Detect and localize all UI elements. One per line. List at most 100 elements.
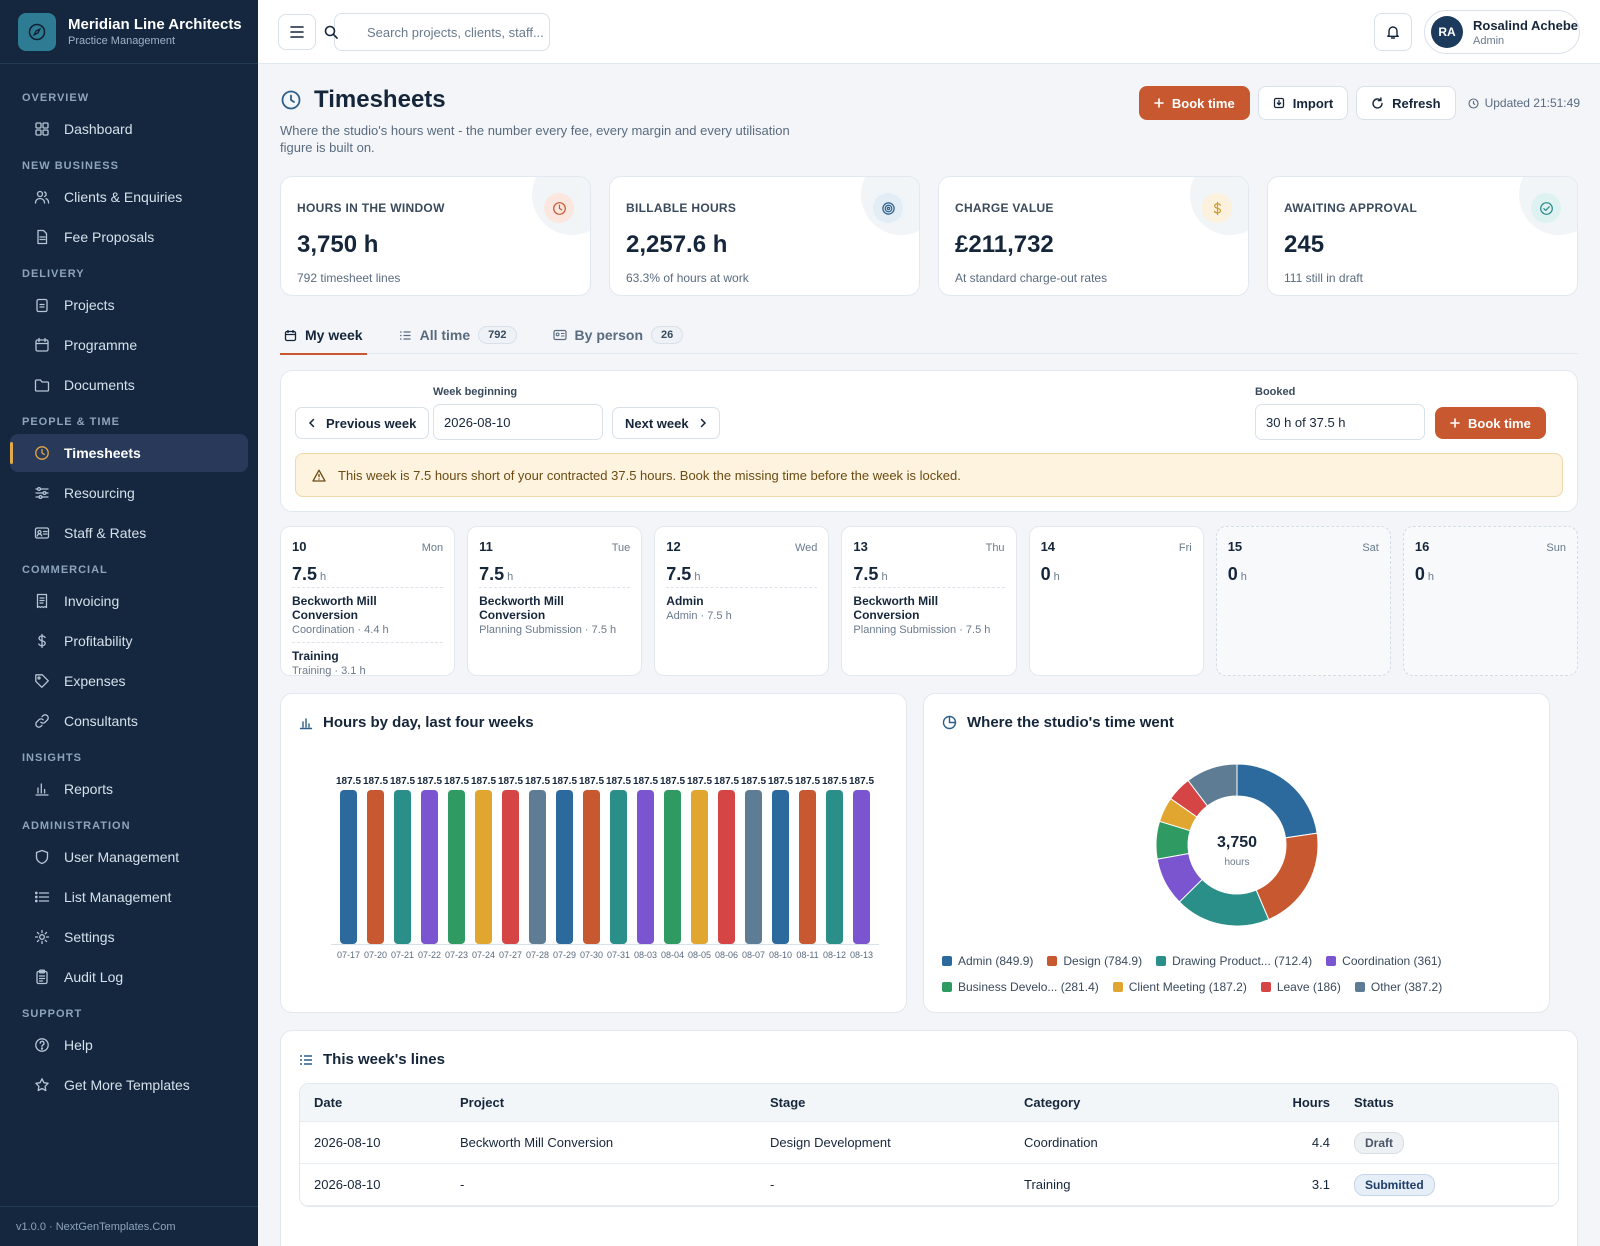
- legend-label: Admin (849.9): [958, 954, 1034, 968]
- bar: [475, 790, 492, 944]
- notifications-button[interactable]: [1374, 13, 1412, 51]
- folder-icon: [34, 377, 64, 393]
- table-row[interactable]: 2026-08-10 - - Training 3.1 Submitted: [300, 1164, 1558, 1206]
- sidebar-item-clients-enquiries[interactable]: Clients & Enquiries: [10, 178, 248, 216]
- cell-hours: 4.4: [1311, 1135, 1330, 1150]
- nav-section-heading: NEW BUSINESS: [22, 160, 119, 172]
- day-card[interactable]: 14 Fri 0 h: [1028, 526, 1204, 676]
- day-card[interactable]: 13 Thu 7.5 h Beckworth Mill Conversion Planni…: [841, 526, 1017, 676]
- hour-unit: h: [1240, 571, 1247, 583]
- column-header[interactable]: Hours: [1292, 1095, 1330, 1110]
- bar-value-label: 187.5: [525, 776, 550, 787]
- refresh-button[interactable]: Refresh: [1356, 86, 1456, 120]
- bar: [799, 790, 816, 944]
- time-entry[interactable]: Training Training · 3.1 h: [292, 643, 443, 683]
- sidebar-item-timesheets[interactable]: Timesheets: [10, 434, 248, 472]
- entry-title: Beckworth Mill Conversion: [479, 594, 564, 622]
- day-card[interactable]: 11 Tue 7.5 h Beckworth Mill Conversion Planni…: [467, 526, 643, 676]
- donut-slice: [1255, 832, 1319, 921]
- sidebar-item-expenses[interactable]: Expenses: [10, 662, 248, 700]
- search-bar: [324, 13, 550, 51]
- book-time-button[interactable]: Book time: [1138, 86, 1250, 120]
- bar-value-label: 187.5: [579, 776, 604, 787]
- legend-item: Client Meeting (187.2): [1112, 980, 1247, 994]
- day-header: 11 Tue: [479, 539, 630, 554]
- sidebar-item-programme[interactable]: Programme: [10, 326, 248, 364]
- sidebar-item-invoicing[interactable]: Invoicing: [10, 582, 248, 620]
- column-header[interactable]: Date: [314, 1095, 343, 1110]
- tab-all-time[interactable]: All time 792: [395, 316, 521, 354]
- sidebar-item-label: Staff & Rates: [64, 525, 147, 541]
- bar: [637, 790, 654, 944]
- stat-value: £211,732: [955, 231, 1054, 258]
- sidebar-item-dashboard[interactable]: Dashboard: [10, 110, 248, 148]
- grid-icon: [34, 121, 64, 137]
- view-tabs: My week All time 792 By person 26: [280, 316, 1578, 355]
- sidebar-item-user-management[interactable]: User Management: [10, 838, 248, 876]
- sidebar-item-help[interactable]: Help: [10, 1026, 248, 1064]
- donut-slice: [1187, 763, 1238, 807]
- sidebar-item-consultants[interactable]: Consultants: [10, 702, 248, 740]
- sidebar-item-label: Profitability: [64, 633, 133, 649]
- bar-value-label: 187.5: [822, 776, 847, 787]
- user-menu[interactable]: RA Rosalind Achebe Admin: [1424, 10, 1580, 54]
- sidebar-item-resourcing[interactable]: Resourcing: [10, 474, 248, 512]
- booked-label: Booked: [1255, 386, 1296, 398]
- brand: Meridian Line Architects Practice Manage…: [0, 0, 258, 64]
- menu-toggle-button[interactable]: [278, 14, 316, 50]
- book-time-label: Book time: [1468, 415, 1531, 431]
- sidebar-item-projects[interactable]: Projects: [10, 286, 248, 324]
- bar-value-label: 187.5: [849, 776, 874, 787]
- week-beginning-input[interactable]: [433, 404, 603, 440]
- day-hours-value: 7.5: [666, 564, 692, 584]
- hour-unit: h: [1053, 571, 1060, 583]
- time-entry[interactable]: Beckworth Mill Conversion Planning Submis…: [479, 588, 630, 642]
- next-week-button[interactable]: Next week: [612, 407, 720, 439]
- import-button[interactable]: Import: [1257, 86, 1349, 120]
- day-card[interactable]: 10 Mon 7.5 h Beckworth Mill Conversion Coordi…: [280, 526, 456, 677]
- sidebar-item-label: Get More Templates: [64, 1077, 190, 1093]
- clipboard-list-icon: [34, 969, 64, 985]
- day-card[interactable]: 15 Sat 0 h: [1215, 526, 1391, 676]
- bar: [340, 790, 357, 944]
- column-header[interactable]: Category: [1024, 1095, 1081, 1110]
- table-row[interactable]: 2026-08-10 Beckworth Mill Conversion Desig…: [300, 1122, 1558, 1164]
- sidebar-item-list-management[interactable]: List Management: [10, 878, 248, 916]
- bar: [583, 790, 600, 944]
- search-icon: [324, 25, 338, 39]
- sidebar-item-reports[interactable]: Reports: [10, 770, 248, 808]
- x-tick-label: 07-17: [337, 950, 360, 960]
- time-entry[interactable]: Beckworth Mill Conversion Coordination · …: [292, 588, 444, 643]
- sidebar-item-settings[interactable]: Settings: [10, 918, 248, 956]
- sidebar-item-staff-rates[interactable]: Staff & Rates: [10, 514, 248, 552]
- sidebar-item-documents[interactable]: Documents: [10, 366, 248, 404]
- hours-by-day-panel: Hours by day, last four weeks 187.5 07-17…: [280, 693, 907, 1013]
- pie-chart-icon: [942, 715, 957, 730]
- sidebar-item-profitability[interactable]: Profitability: [10, 622, 248, 660]
- panel-title: Hours by day, last four weeks: [299, 714, 534, 731]
- day-card[interactable]: 16 Sun 0 h: [1402, 526, 1578, 676]
- time-entry[interactable]: Beckworth Mill Conversion Planning Submis…: [853, 588, 1004, 642]
- day-number: 10: [292, 539, 307, 554]
- tab-my-week[interactable]: My week: [280, 316, 367, 355]
- column-header[interactable]: Status: [1354, 1095, 1394, 1110]
- column-header[interactable]: Project: [460, 1095, 505, 1110]
- previous-week-button[interactable]: Previous week: [295, 407, 430, 439]
- x-tick-label: 07-23: [445, 950, 468, 960]
- sidebar-item-get-more-templates[interactable]: Get More Templates: [10, 1066, 248, 1104]
- hour-unit: h: [881, 571, 888, 583]
- search-input[interactable]: [334, 13, 550, 51]
- sidebar-item-fee-proposals[interactable]: Fee Proposals: [10, 218, 248, 256]
- week-book-time-button[interactable]: Book time: [1435, 407, 1546, 439]
- time-entry[interactable]: Admin Admin · 7.5 h: [666, 588, 817, 628]
- day-header: 14 Fri: [1041, 539, 1192, 554]
- column-header[interactable]: Stage: [770, 1095, 806, 1110]
- day-card[interactable]: 12 Wed 7.5 h Admin Admin · 7.5 h: [654, 526, 830, 676]
- user-name: Rosalind Achebe: [1473, 17, 1578, 33]
- legend-swatch: [1326, 956, 1337, 966]
- x-tick-label: 08-06: [715, 950, 738, 960]
- sidebar-item-audit-log[interactable]: Audit Log: [10, 958, 248, 996]
- tab-by-person[interactable]: By person 26: [549, 316, 688, 354]
